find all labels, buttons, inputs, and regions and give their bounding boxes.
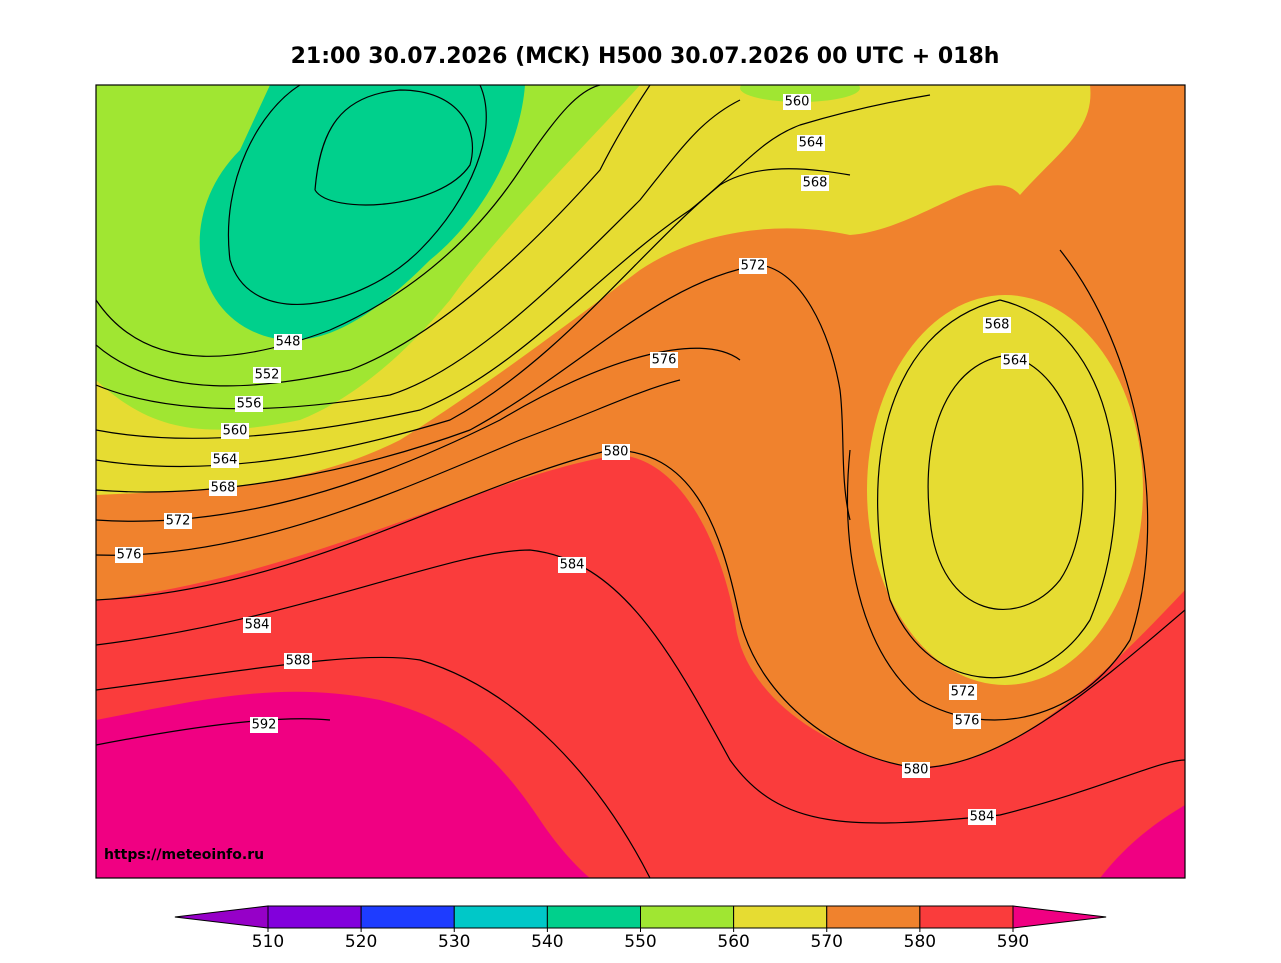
colorbar-tick-label: 510 [252,932,284,952]
colorbar-segment [919,905,1014,929]
contour-label: 576 [652,353,677,368]
contour-label: 588 [286,654,311,669]
contour-label: 564 [799,136,824,151]
map-frame [95,84,1186,879]
colorbar-tick-label: 580 [904,932,936,952]
contour-label-box [902,762,930,778]
colorbar-tick-label: 570 [811,932,843,952]
contour-label-box [983,317,1011,333]
contour-label: 548 [276,335,301,350]
contour-label: 584 [245,618,270,633]
contour-label-box [211,452,239,468]
contour-labels: 560 564 568 572 576 548 552 556 560 564 568 572 576 5… [115,94,1029,825]
colorbar-segment [267,905,362,929]
colorbar-tick-label: 540 [531,932,563,952]
contour-label: 572 [951,685,976,700]
contour-label-box [253,367,281,383]
contour-label: 580 [604,445,629,460]
colorbar-tick-label: 520 [345,932,377,952]
contour-label: 572 [166,514,191,529]
contour-label-box [209,480,237,496]
contour-label-box [797,135,825,151]
contour-label: 584 [970,810,995,825]
contour-label-box [284,653,312,669]
contour-label-box [243,617,271,633]
contour-label-box [235,396,263,412]
contour-label: 568 [803,176,828,191]
contour-label-box [164,513,192,529]
colorbar-segment [826,905,921,929]
colorbar-extend-low [174,905,269,929]
colorbar-segment [640,905,735,929]
map-fill [96,85,1185,878]
colorbar-tick-label: 590 [997,932,1029,952]
colorbar-segment [733,905,828,929]
contour-label: 592 [252,718,277,733]
contour-label: 556 [237,397,262,412]
contour-label: 572 [741,259,766,274]
contour-label: 568 [985,318,1010,333]
contour-label-box [650,352,678,368]
contour-label: 576 [117,548,142,563]
title: 21:00 30.07.2026 (MCK) H500 30.07.2026 0… [291,44,1000,69]
colorbar-segment [360,905,455,929]
colorbar-extend-high [1012,905,1107,929]
colorbar-tick-label: 530 [438,932,470,952]
contour-label: 564 [213,453,238,468]
contour-label-box [115,547,143,563]
contour-label-box [558,557,586,573]
contour-label: 580 [904,763,929,778]
contour-label: 584 [560,558,585,573]
contour-label: 564 [1003,354,1028,369]
contour-label-box [221,423,249,439]
contour-label: 552 [255,368,280,383]
contour-label: 576 [955,714,980,729]
contour-label-box [602,444,630,460]
contour-label-box [1001,353,1029,369]
contour-label-box [949,684,977,700]
contour-label-box [801,175,829,191]
contour-label: 560 [785,95,810,110]
contour-label-box [250,717,278,733]
contour-label: 560 [223,424,248,439]
contour-label-box [968,809,996,825]
contour-label-box [739,258,767,274]
contour-label-box [953,713,981,729]
colorbar-segment [546,905,641,929]
colorbar-segment [453,905,548,929]
contour-label-box [783,94,811,110]
colorbar-tick-label: 560 [717,932,749,952]
colorbar-tick-label: 550 [624,932,656,952]
contour-label: 568 [211,481,236,496]
colorbar: 510 520 530 540 550 560 570 580 590 [174,905,1107,952]
contour-label-box [274,334,302,350]
watermark: https://meteoinfo.ru [104,847,264,863]
